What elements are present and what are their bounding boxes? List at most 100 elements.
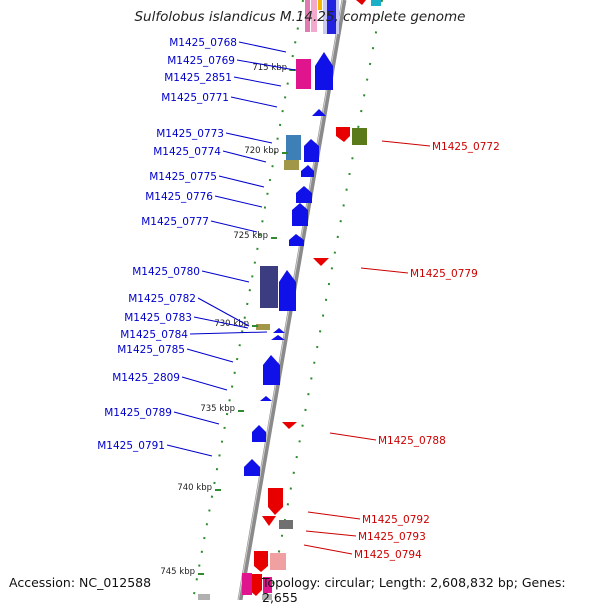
tick-label: 740 kbp — [177, 483, 212, 493]
tick-label: 745 kbp — [160, 567, 195, 577]
gene-leader-line — [210, 220, 258, 233]
feature-arrow — [262, 516, 276, 526]
feature-block — [327, 0, 336, 34]
gene-label-forward[interactable]: M1425_0768 — [169, 37, 237, 49]
feature-block — [352, 128, 367, 145]
feature-arrow — [279, 270, 296, 311]
gene-leader-line — [166, 444, 213, 457]
feature-arrow — [263, 355, 280, 385]
gene-leader-line — [189, 331, 268, 335]
feature-block — [256, 324, 270, 330]
gene-leader-line — [222, 150, 267, 163]
feature-block — [371, 0, 381, 6]
gene-leader-line — [225, 132, 273, 144]
feature-block — [270, 553, 286, 570]
feature-arrow — [315, 52, 333, 90]
feature-arrow — [336, 127, 350, 142]
topology-text: Topology: circular; Length: 2,608,832 bp… — [262, 575, 566, 605]
gene-label-forward[interactable]: M1425_0769 — [167, 55, 235, 67]
gene-label-forward[interactable]: M1425_0771 — [161, 92, 229, 104]
gene-leader-line — [238, 41, 287, 53]
gene-label-reverse[interactable]: M1425_0792 — [362, 514, 430, 526]
feature-arrow — [249, 574, 262, 596]
gene-label-reverse[interactable]: M1425_0793 — [358, 531, 426, 543]
feature-block — [284, 160, 299, 170]
feature-block — [263, 577, 272, 593]
feature-arrow — [254, 551, 268, 572]
gene-label-forward[interactable]: M1425_0780 — [132, 266, 200, 278]
feature-arrow — [282, 422, 297, 429]
feature-arrow — [304, 139, 319, 162]
gene-leader-line — [360, 267, 409, 274]
gene-label-forward[interactable]: M1425_0784 — [120, 329, 188, 341]
tick-label: 735 kbp — [200, 404, 235, 414]
gene-label-reverse[interactable]: M1425_0794 — [354, 549, 422, 561]
gene-leader-line — [381, 140, 431, 147]
top-features — [305, 0, 381, 34]
gene-label-forward[interactable]: M1425_0782 — [128, 293, 196, 305]
feature-block — [318, 0, 322, 10]
feature-block — [296, 59, 311, 89]
feature-arrow — [252, 425, 266, 442]
feature-arrow — [260, 396, 272, 401]
feature-arrow — [273, 328, 285, 333]
gene-leader-line — [218, 175, 265, 188]
feature-arrow — [268, 488, 283, 515]
feature-arrow — [312, 109, 326, 116]
tick-label: 715 kbp — [252, 63, 287, 73]
guide-lines — [192, 0, 383, 601]
gene-label-forward[interactable]: M1425_0777 — [141, 216, 209, 228]
feature-arrow — [292, 203, 308, 226]
gene-leader-line — [236, 59, 296, 71]
feature-block — [286, 135, 301, 160]
feature-arrow — [313, 258, 329, 266]
feature-block — [260, 266, 278, 308]
gene-label-forward[interactable]: M1425_0791 — [97, 440, 165, 452]
gene-label-reverse[interactable]: M1425_0788 — [378, 435, 446, 447]
accession-text: Accession: NC_012588 — [9, 575, 152, 590]
feature-block — [262, 594, 272, 600]
gene-leader-line — [197, 297, 250, 327]
gene-label-reverse[interactable]: M1425_0779 — [410, 268, 478, 280]
feature-arrow — [296, 186, 312, 203]
feature-block — [305, 0, 310, 32]
feature-block — [242, 573, 252, 595]
gene-leader-line — [307, 511, 361, 520]
gene-label-forward[interactable]: M1425_0789 — [104, 407, 172, 419]
feature-arrow — [301, 165, 314, 177]
gene-leader-line — [303, 544, 353, 555]
gene-label-forward[interactable]: M1425_0775 — [149, 171, 217, 183]
feature-block — [311, 0, 317, 32]
forward-features — [244, 52, 333, 476]
tick-label: 730 kbp — [214, 319, 249, 329]
feature-block — [198, 594, 210, 600]
gene-label-forward[interactable]: M1425_2851 — [164, 72, 232, 84]
guide-line-outer — [269, 0, 383, 601]
gene-leader-line — [329, 432, 377, 441]
gene-label-forward[interactable]: M1425_0773 — [156, 128, 224, 140]
feature-arrow — [289, 234, 304, 246]
reverse-gene-labels: M1425_0772 M1425_0779 M1425_0788 M1425_0792… — [303, 140, 500, 561]
feature-block — [279, 520, 293, 529]
reverse-features — [198, 127, 367, 600]
tick-label: 725 kbp — [233, 231, 268, 241]
feature-arrow — [356, 0, 366, 5]
gene-leader-line — [305, 530, 357, 537]
gene-leader-line — [230, 96, 278, 108]
gene-label-forward[interactable]: M1425_0785 — [117, 344, 185, 356]
gene-label-forward[interactable]: M1425_0774 — [153, 146, 221, 158]
gene-leader-line — [233, 76, 282, 87]
gene-leader-line — [193, 316, 249, 329]
forward-gene-labels: M1425_0768 M1425_0769 M1425_2851 M1425_0771… — [97, 37, 296, 457]
gene-label-forward[interactable]: M1425_2809 — [112, 372, 180, 384]
gene-label-forward[interactable]: M1425_0783 — [124, 312, 192, 324]
feature-arrow — [244, 459, 260, 476]
gene-leader-line — [201, 270, 250, 283]
gene-label-reverse[interactable]: M1425_0772 — [432, 141, 500, 153]
feature-arrow — [271, 335, 285, 340]
gene-leader-line — [214, 195, 263, 208]
gene-label-forward[interactable]: M1425_0776 — [145, 191, 213, 203]
gene-leader-line — [181, 376, 228, 391]
